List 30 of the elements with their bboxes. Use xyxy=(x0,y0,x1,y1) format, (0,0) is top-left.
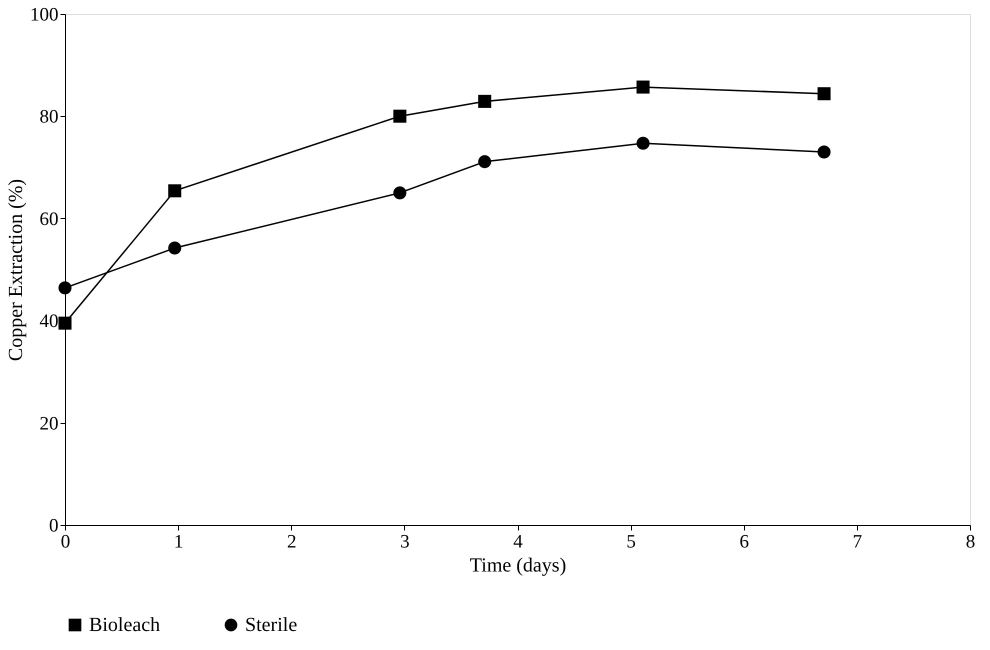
point xyxy=(58,316,72,330)
x-tick-label: 6 xyxy=(740,532,749,552)
x-tick-label: 8 xyxy=(966,532,976,552)
y-tick-label: 80 xyxy=(40,106,58,128)
y-tick-label: 60 xyxy=(40,208,58,230)
y-axis-title: Copper Extraction (%) xyxy=(5,178,27,362)
point xyxy=(818,87,831,100)
point xyxy=(818,145,831,158)
x-tick-label: 5 xyxy=(626,532,636,552)
point xyxy=(636,80,650,94)
x-axis-title: Time (days) xyxy=(470,554,566,576)
point xyxy=(393,186,406,200)
point xyxy=(478,94,492,108)
x-tick-label: 7 xyxy=(852,532,862,552)
x-tick-label: 1 xyxy=(174,532,184,552)
point xyxy=(478,155,492,168)
x-tick-label: 3 xyxy=(400,532,410,552)
point xyxy=(393,110,406,123)
point xyxy=(168,242,182,255)
legend-label: Sterile xyxy=(245,614,298,636)
legend-label: Bioleach xyxy=(89,614,160,636)
y-tick-label: 0 xyxy=(49,516,58,536)
y-tick-label: 20 xyxy=(40,413,58,434)
x-tick-label: 4 xyxy=(513,532,524,552)
point xyxy=(58,281,72,294)
point xyxy=(636,136,650,150)
y-tick-label: 40 xyxy=(40,311,58,332)
point xyxy=(168,184,182,198)
y-tick-label: 100 xyxy=(30,4,58,26)
x-tick-label: 2 xyxy=(287,532,296,552)
